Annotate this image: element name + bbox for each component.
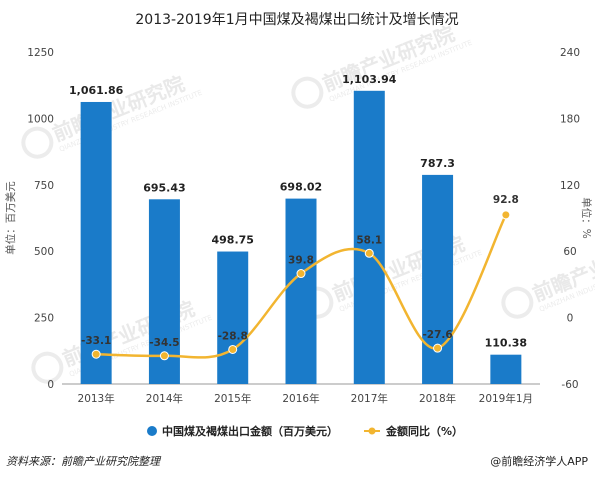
y-left-tick-label: 1000	[27, 113, 54, 125]
bar-value-label: 787.3	[420, 157, 455, 170]
y-right-tick-label: 240	[560, 47, 580, 59]
line-value-label: -27.6	[422, 329, 452, 341]
x-tick-label: 2017年	[351, 392, 388, 405]
y-left-tick-label: 750	[34, 180, 54, 192]
y-left-axis-label: 单位：百万美元	[4, 181, 17, 255]
source-note: 资料来源：前瞻产业研究院整理	[6, 455, 162, 468]
bar	[353, 90, 385, 385]
line-value-label: -34.5	[149, 337, 179, 349]
line-value-label: 92.8	[493, 194, 519, 206]
legend-line-label: 金额同比（%）	[385, 424, 463, 438]
bar-series	[80, 90, 522, 385]
bar-value-label: 110.38	[485, 337, 527, 350]
line-value-label: -28.8	[218, 330, 248, 342]
line-path	[96, 214, 507, 359]
y-left-tick-label: 500	[34, 246, 54, 258]
watermark-logo	[501, 286, 534, 319]
data-labels: 1,061.86 695.43 498.75 698.02 1,103.94 787.3 1…	[69, 73, 527, 350]
y-left-tick-label: 1250	[27, 47, 54, 59]
bar	[217, 251, 249, 384]
line-series	[91, 210, 511, 361]
y-left-tick-label: 0	[47, 379, 54, 391]
bar-value-label: 1,061.86	[69, 84, 124, 97]
line-value-label: -33.1	[81, 335, 111, 347]
x-tick-label: 2019年1月	[479, 392, 533, 405]
y-right-axis-label: 单位：%	[580, 197, 593, 238]
line-point	[228, 344, 238, 354]
y-right-tick-label: 180	[560, 113, 580, 125]
y-right-tick-label: 120	[560, 180, 580, 192]
line-point	[501, 210, 511, 220]
line-point	[364, 248, 374, 258]
line-point	[433, 343, 443, 353]
x-tick-label: 2014年	[146, 392, 183, 405]
y-right-tick-label: 0	[567, 313, 574, 325]
y-right-tick-label: 60	[563, 246, 576, 258]
axes: 0 250 500 750 1000 1250 -60 0 60 120 180 240 2013年 20…	[4, 47, 593, 405]
watermark-logo	[21, 126, 54, 159]
legend-bar-marker	[147, 426, 157, 436]
x-tick-label: 2015年	[214, 392, 251, 405]
bar	[285, 198, 317, 384]
watermark-logo	[31, 351, 64, 384]
x-tick-label: 2018年	[419, 392, 456, 405]
brand-credit: @前瞻经济学人APP	[490, 454, 588, 468]
bar	[490, 354, 522, 384]
x-tick-label: 2016年	[282, 392, 319, 405]
line-point	[91, 349, 101, 359]
line-point	[159, 351, 169, 361]
line-value-label: 39.8	[288, 255, 314, 267]
watermark-logo	[291, 76, 324, 109]
chart-title: 2013-2019年1月中国煤及褐煤出口统计及增长情况	[135, 12, 458, 28]
legend-bar-label: 中国煤及褐煤出口金额（百万美元）	[162, 424, 338, 438]
x-tick-label: 2013年	[78, 392, 115, 405]
line-point	[296, 269, 306, 279]
bar-value-label: 695.43	[143, 181, 185, 194]
bar	[80, 101, 112, 385]
bar-value-label: 498.75	[211, 234, 253, 247]
legend: 中国煤及褐煤出口金额（百万美元） 金额同比（%）	[147, 424, 463, 438]
bar-value-label: 1,103.94	[342, 73, 397, 86]
line-value-label: 58.1	[356, 234, 382, 246]
y-right-tick-label: -60	[561, 379, 578, 391]
legend-line-dot	[368, 427, 376, 435]
bar-value-label: 698.02	[280, 181, 322, 194]
y-left-tick-label: 250	[34, 313, 54, 325]
